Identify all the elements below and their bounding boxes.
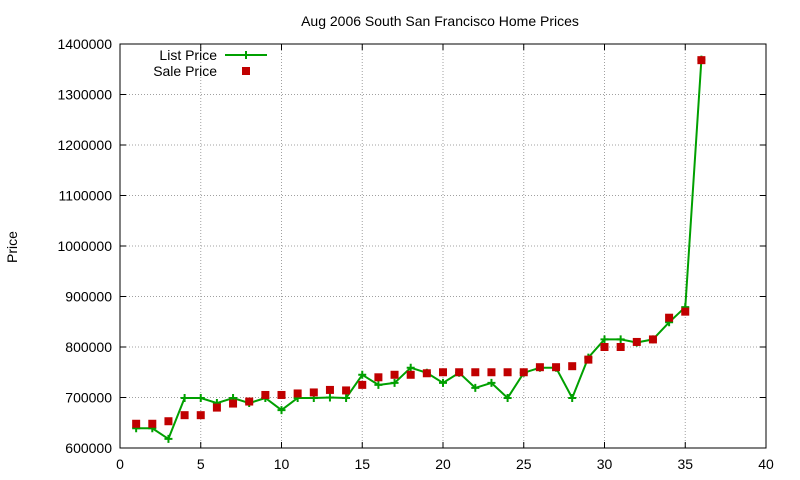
sale-price-point bbox=[196, 411, 205, 420]
list-price-point bbox=[600, 335, 609, 344]
list-price-point bbox=[390, 378, 399, 387]
x-tick-label: 30 bbox=[597, 456, 613, 472]
sale-price-point bbox=[471, 368, 480, 377]
x-tick-label: 20 bbox=[435, 456, 451, 472]
sale-price-point bbox=[519, 368, 528, 377]
legend-plus-marker bbox=[242, 51, 250, 59]
legend-label-list-price: List Price bbox=[159, 47, 217, 63]
y-tick-label: 1200000 bbox=[57, 137, 112, 153]
sale-price-point bbox=[309, 388, 318, 397]
sale-price-point bbox=[455, 368, 464, 377]
grid-lines bbox=[120, 44, 766, 448]
sale-price-point bbox=[632, 337, 641, 346]
list-price-point bbox=[180, 394, 189, 403]
sale-price-point bbox=[212, 403, 221, 412]
sale-price-point bbox=[600, 343, 609, 351]
y-tick-label: 700000 bbox=[65, 390, 112, 406]
sale-price-point bbox=[325, 385, 334, 394]
sale-price-point bbox=[439, 368, 447, 377]
list-price-point bbox=[196, 394, 205, 403]
chart-title: Aug 2006 South San Francisco Home Prices bbox=[301, 13, 579, 29]
list-price-point bbox=[358, 370, 367, 379]
x-tick-label: 35 bbox=[677, 456, 693, 472]
legend-entry-sale-price: Sale Price bbox=[153, 63, 250, 79]
y-tick-label: 1100000 bbox=[59, 188, 113, 204]
sale-price-point bbox=[535, 363, 544, 372]
sale-price-point bbox=[342, 386, 351, 395]
x-tick-label: 5 bbox=[197, 456, 205, 472]
axis-ticks: 600000 700000 800000 900000 1000000 1100000 12… bbox=[57, 36, 774, 472]
sale-price-point bbox=[261, 390, 270, 399]
sale-price-point bbox=[681, 307, 690, 316]
list-price-point bbox=[164, 434, 173, 443]
sale-price-point bbox=[277, 390, 286, 399]
y-axis-label: Price bbox=[4, 231, 20, 263]
sale-price-point bbox=[390, 370, 399, 379]
sale-price-point bbox=[132, 419, 141, 428]
sale-price-point bbox=[665, 313, 674, 322]
sale-price-point bbox=[406, 370, 415, 379]
plot-frame bbox=[119, 43, 767, 449]
sale-price-point bbox=[180, 411, 189, 420]
sale-price-point bbox=[245, 397, 254, 406]
x-tick-label: 0 bbox=[116, 456, 124, 472]
list-price-point bbox=[277, 406, 286, 415]
legend: List Price Sale Price bbox=[153, 47, 267, 79]
sale-price-point bbox=[648, 335, 657, 344]
sale-price-point bbox=[374, 373, 383, 382]
list-price-point bbox=[439, 378, 447, 387]
list-price-point bbox=[342, 394, 351, 403]
sale-price-point bbox=[148, 419, 157, 428]
y-tick-label: 800000 bbox=[65, 339, 112, 355]
y-tick-label: 1000000 bbox=[57, 238, 112, 254]
list-price-point bbox=[487, 378, 496, 387]
legend-label-sale-price: Sale Price bbox=[153, 63, 217, 79]
sale-price-point bbox=[552, 363, 561, 372]
legend-entry-list-price: List Price bbox=[159, 47, 267, 63]
y-tick-label: 600000 bbox=[65, 440, 112, 456]
y-tick-label: 1400000 bbox=[57, 36, 112, 52]
series-layer bbox=[132, 55, 706, 443]
list-price-point bbox=[325, 393, 334, 402]
sale-price-point bbox=[229, 399, 238, 408]
x-tick-label: 40 bbox=[758, 456, 774, 472]
list-price-point bbox=[374, 380, 383, 389]
x-tick-label: 25 bbox=[516, 456, 532, 472]
sale-price-point bbox=[697, 56, 706, 65]
y-tick-label: 1300000 bbox=[57, 87, 112, 103]
list-price-point bbox=[406, 363, 415, 372]
x-tick-label: 10 bbox=[274, 456, 290, 472]
sale-price-point bbox=[584, 355, 593, 364]
sale-price-point bbox=[422, 369, 431, 378]
list-price-point bbox=[471, 383, 480, 392]
sale-price-point bbox=[503, 368, 512, 377]
list-price-point bbox=[616, 335, 625, 344]
list-price-point bbox=[568, 394, 577, 403]
list-price-line bbox=[136, 59, 703, 441]
list-price-point bbox=[503, 394, 512, 403]
y-tick-label: 900000 bbox=[65, 289, 112, 305]
sale-price-point bbox=[358, 380, 367, 389]
sale-price-point bbox=[164, 417, 173, 426]
legend-square-marker bbox=[242, 67, 250, 75]
sale-price-point bbox=[616, 343, 625, 351]
sale-price-point bbox=[568, 362, 577, 371]
sale-price-point bbox=[487, 368, 496, 377]
sale-price-point bbox=[293, 389, 302, 398]
x-tick-label: 15 bbox=[354, 456, 370, 472]
